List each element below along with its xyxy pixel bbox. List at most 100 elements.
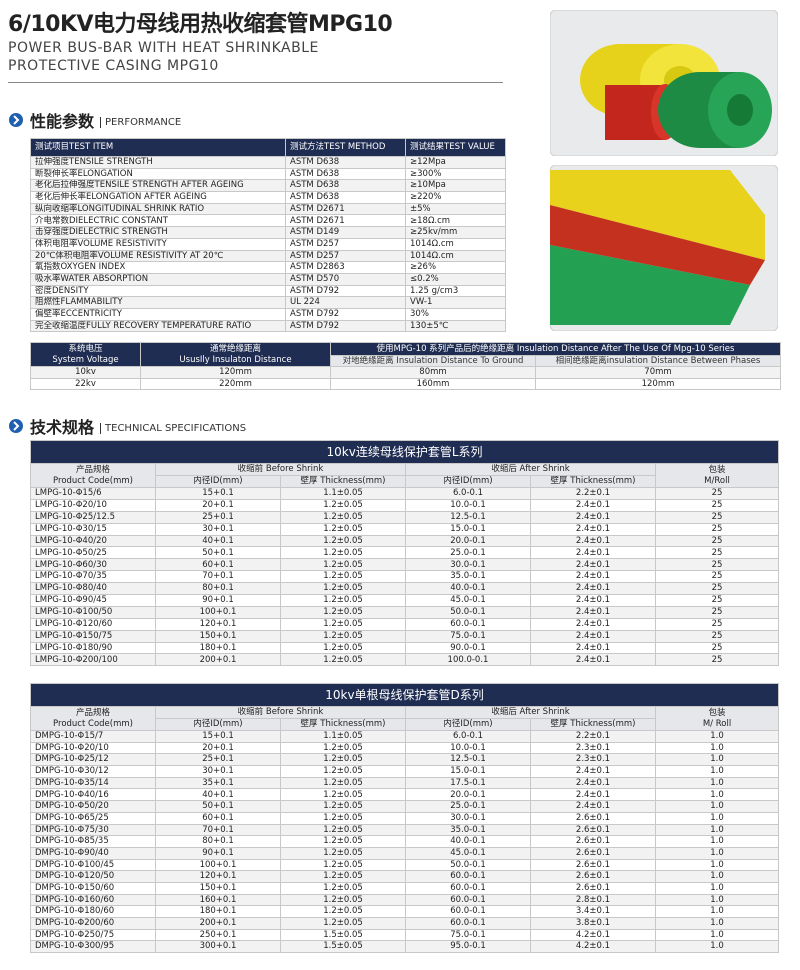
table-cell: 2.6±0.1: [530, 846, 656, 860]
header-row: 产品规格 Product Code(mm) 收缩前 Before Shrink 收缩后…: [30, 463, 780, 488]
table-cell: 1.2±0.05: [280, 776, 406, 790]
table-row: LMPG-10-Φ30/15 30+0.1 1.2±0.05 15.0-0.1 2.4±…: [30, 522, 780, 536]
table-cell: 2.4±0.1: [530, 522, 656, 536]
table-title: 10kv连续母线保护套管L系列: [29, 440, 780, 464]
table-cell: 22kv: [30, 377, 141, 390]
header-cell: 收缩后 After Shrink: [405, 706, 656, 719]
table-cell: 1.2±0.05: [280, 753, 406, 767]
table-cell: LMPG-10-Φ150/75: [30, 629, 156, 643]
table-cell: 60.0-0.1: [405, 881, 531, 895]
table-row: 20℃体积电阻率VOLUME RESISTIVITY AT 20℃ ASTM D2…: [30, 249, 506, 263]
cell-line: 产品规格: [75, 464, 110, 475]
table-cell: 90.0-0.1: [405, 641, 531, 655]
table-cell: LMPG-10-Φ70/35: [30, 570, 156, 584]
table-cell: 25: [654, 605, 780, 619]
table-cell: 1.2±0.05: [280, 522, 406, 536]
table-cell: ≥12Mpa: [405, 156, 506, 169]
table-cell: 50.0-0.1: [405, 858, 531, 872]
table-cell: 1.0: [654, 893, 780, 907]
cell-line: 包装: [708, 464, 726, 475]
table-cell: 130±5℃: [405, 319, 506, 333]
table-cell: 1.0: [654, 846, 780, 860]
table-cell: DMPG-10-Φ35/14: [30, 776, 156, 790]
table-cell: 1.0: [654, 823, 780, 837]
table-cell: 25: [654, 653, 780, 667]
header-row: 对地绝缘距离 Insulation Distance To Ground 相间绝缘…: [31, 355, 781, 367]
table-cell: ≥26%: [405, 261, 506, 274]
table-cell: 30.0-0.1: [405, 811, 531, 825]
table-cell: 180+0.1: [155, 905, 281, 918]
heading: 性能参数: [30, 112, 95, 131]
table-cell: 体积电阻率VOLUME RESISTIVITY: [30, 237, 286, 251]
table-cell: 1.0: [654, 753, 780, 767]
table-row: 10kv 120mm 80mm 70mm: [30, 366, 781, 379]
table-cell: ≥300%: [405, 167, 506, 181]
table-cell: 1.2±0.05: [280, 788, 406, 802]
table-body: 拉伸强度TENSILE STRENGTH ASTM D638 ≥12Mpa 断裂伸长率…: [30, 156, 506, 333]
table-row: 22kv 220mm 160mm 120mm: [30, 377, 781, 390]
table-cell: 10.0-0.1: [405, 741, 531, 755]
table-cell: 2.4±0.1: [530, 776, 656, 790]
table-row: DMPG-10-Φ300/95 300+0.1 1.5±0.05 95.0-0.1 4.…: [30, 940, 780, 954]
header-row: 内径ID(mm) 壁厚 Thickness(mm) 内径ID(mm) 壁厚 Thick…: [31, 718, 779, 731]
table-row: DMPG-10-Φ160/60 160+0.1 1.2±0.05 60.0-0.1 2.…: [30, 893, 780, 907]
table-cell: 300+0.1: [155, 940, 281, 954]
table-cell: 1.0: [654, 870, 780, 883]
table-cell: 纵向收缩率LONGITUDINAL SHRINK RATIO: [30, 202, 286, 216]
table-cell: 1.0: [654, 928, 780, 942]
heading-en: PERFORMANCE: [100, 116, 181, 128]
table-cell: 1014Ω.cm: [405, 237, 506, 251]
table-cell: 1.2±0.05: [280, 653, 406, 667]
table-cell: 20.0-0.1: [405, 788, 531, 802]
table-cell: 12.5-0.1: [405, 753, 531, 767]
header-cell: 收缩后 After Shrink: [405, 463, 656, 476]
table-cell: 30.0-0.1: [405, 558, 531, 572]
table-row: 纵向收缩率LONGITUDINAL SHRINK RATIO ASTM D2671…: [30, 202, 506, 216]
table-head: 系统电压 System Voltage 通常绝缘距离 UsusIly Insulato…: [30, 342, 781, 367]
table-row: DMPG-10-Φ180/60 180+0.1 1.2±0.05 60.0-0.1 3.…: [30, 905, 780, 918]
table-row: LMPG-10-Φ100/50 100+0.1 1.2±0.05 50.0-0.1 2.…: [30, 605, 780, 619]
table-cell: ≥220%: [405, 191, 506, 204]
table-cell: 25: [654, 558, 780, 572]
table-cell: 2.6±0.1: [530, 881, 656, 895]
table-row: DMPG-10-Φ250/75 250+0.1 1.5±0.05 75.0-0.1 4.…: [30, 928, 780, 942]
table-cell: 1.0: [654, 858, 780, 872]
table-cell: 25: [654, 629, 780, 643]
product-photo: [550, 10, 778, 156]
table-cell: 2.4±0.1: [530, 582, 656, 596]
section-heading: 技术规格 TECHNICAL SPECIFICATIONS: [8, 414, 246, 438]
cell-line: 系统电压: [68, 343, 103, 354]
table-cell: 2.2±0.1: [530, 487, 656, 500]
table-cell: 40+0.1: [155, 534, 281, 548]
table-cell: 老化后伸长率ELONGATION AFTER AGEING: [30, 191, 286, 204]
table-body: 10kv 120mm 80mm 70mm 22kv 220mm 160mm 120mm: [30, 366, 781, 390]
table-cell: 35.0-0.1: [405, 823, 531, 837]
table-cell: 25+0.1: [155, 753, 281, 767]
table-cell: 1.2±0.05: [280, 881, 406, 895]
table-cell: LMPG-10-Φ50/25: [30, 546, 156, 560]
table-cell: 1.0: [654, 730, 780, 743]
table-row: LMPG-10-Φ120/60 120+0.1 1.2±0.05 60.0-0.1 2.…: [30, 617, 780, 631]
table-cell: 1.1±0.05: [280, 487, 406, 500]
table-row: DMPG-10-Φ20/10 20+0.1 1.2±0.05 10.0-0.1 2.3±…: [30, 741, 780, 755]
table-cell: ASTM D257: [285, 237, 406, 251]
table-cell: 1.5±0.05: [280, 940, 406, 954]
table-row: LMPG-10-Φ15/6 15+0.1 1.1±0.05 6.0-0.1 2.2±0.…: [30, 487, 780, 500]
table-cell: 25: [654, 594, 780, 607]
table-cell: LMPG-10-Φ30/15: [30, 522, 156, 536]
table-cell: 2.4±0.1: [530, 546, 656, 560]
table-row: LMPG-10-Φ60/30 60+0.1 1.2±0.05 30.0-0.1 2.4±…: [30, 558, 780, 572]
section-heading: 性能参数 PERFORMANCE: [8, 108, 181, 132]
table-cell: 25: [654, 487, 780, 500]
table-row: 氧指数OXYGEN INDEX ASTM D2863 ≥26%: [30, 261, 506, 274]
table-cell: 160mm: [330, 377, 536, 390]
table-row: 阻燃性FLAMMABILITY UL 224 VW-1: [30, 296, 506, 309]
table-cell: 25: [654, 582, 780, 596]
table-cell: 80+0.1: [155, 835, 281, 848]
table-cell: DMPG-10-Φ120/50: [30, 870, 156, 883]
subtitle: PROTECTIVE CASING MPG10: [8, 58, 219, 74]
table-cell: ASTM D149: [285, 226, 406, 239]
table-cell: 70+0.1: [155, 823, 281, 837]
table: 测试项目TEST ITEM 测试方法TEST METHOD 测试结果TEST VAL…: [30, 138, 506, 333]
table-cell: 1.2±0.05: [280, 594, 406, 607]
